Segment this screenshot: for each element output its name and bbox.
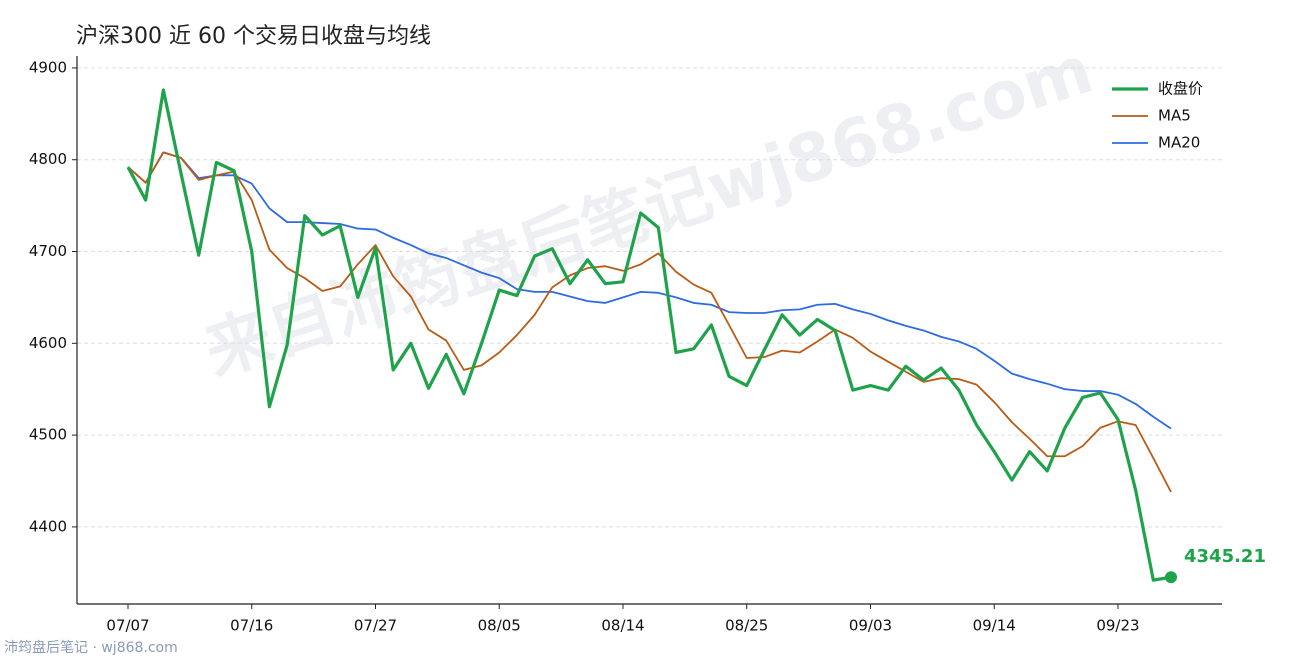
x-tick-label: 09/03 bbox=[849, 617, 892, 635]
x-tick-label: 07/16 bbox=[230, 617, 273, 635]
x-tick-label: 09/14 bbox=[973, 617, 1016, 635]
x-tick-label: 08/05 bbox=[478, 617, 521, 635]
y-tick-label: 4500 bbox=[29, 426, 67, 444]
series-line bbox=[127, 151, 1172, 430]
legend-label: MA5 bbox=[1158, 107, 1191, 125]
x-tick-label: 07/27 bbox=[354, 617, 397, 635]
y-tick-label: 4800 bbox=[29, 150, 67, 168]
x-tick-label: 09/23 bbox=[1096, 617, 1139, 635]
watermark: 来自沛筠盘后笔记wj868.com bbox=[196, 31, 1102, 391]
legend-label: 收盘价 bbox=[1158, 80, 1203, 98]
last-value-label: 4345.21 bbox=[1184, 546, 1266, 567]
x-tick-label: 08/25 bbox=[725, 617, 768, 635]
y-tick-label: 4900 bbox=[29, 58, 67, 76]
source-note: 沛筠盘后笔记 · wj868.com bbox=[4, 639, 178, 656]
series-line bbox=[126, 88, 1172, 582]
legend-label: MA20 bbox=[1158, 134, 1200, 152]
series-line bbox=[127, 151, 1172, 493]
x-tick-label: 07/07 bbox=[106, 617, 149, 635]
chart-title: 沪深300 近 60 个交易日收盘与均线 bbox=[76, 24, 431, 49]
y-tick-label: 4600 bbox=[29, 334, 67, 352]
y-tick-label: 4400 bbox=[29, 517, 67, 535]
last-point bbox=[1165, 571, 1177, 584]
y-tick-label: 4700 bbox=[29, 242, 67, 260]
x-tick-label: 08/14 bbox=[601, 617, 644, 635]
